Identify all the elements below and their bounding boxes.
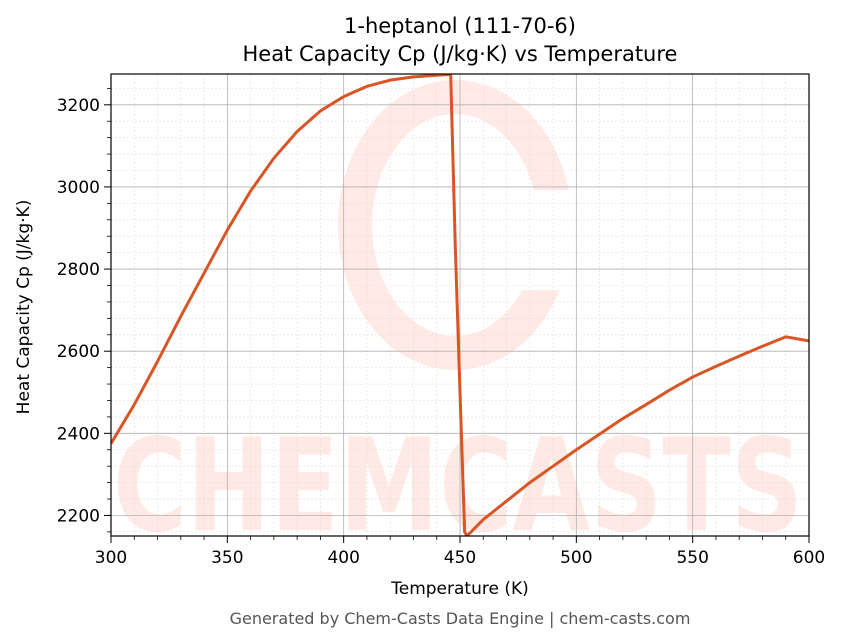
y-tick-label: 3000 bbox=[57, 178, 100, 198]
series-line-0 bbox=[111, 74, 809, 536]
x-tick-label: 500 bbox=[560, 548, 592, 568]
y-axis-ticks: 2200 2400 2600 2800 3000 3200 bbox=[57, 87, 111, 533]
x-tick-label: 400 bbox=[327, 548, 359, 568]
y-tick-label: 2400 bbox=[57, 424, 100, 444]
x-axis-ticks: 300 350 400 450 500 550 600 bbox=[95, 536, 825, 568]
series-layer bbox=[111, 74, 809, 536]
x-tick-label: 350 bbox=[211, 548, 243, 568]
footer-credit: Generated by Chem-Casts Data Engine | ch… bbox=[230, 609, 691, 628]
y-tick-label: 3200 bbox=[57, 96, 100, 116]
y-tick-label: 2800 bbox=[57, 260, 100, 280]
chart-title-line-2: Heat Capacity Cp (J/kg·K) vs Temperature bbox=[243, 42, 678, 66]
x-tick-label: 600 bbox=[793, 548, 825, 568]
y-tick-label: 2600 bbox=[57, 342, 100, 362]
x-tick-label: 300 bbox=[95, 548, 127, 568]
y-axis-label: Heat Capacity Cp (J/kg·K) bbox=[14, 200, 34, 415]
y-tick-label: 2200 bbox=[57, 506, 100, 526]
x-tick-label: 450 bbox=[444, 548, 476, 568]
watermark-text: CHEMCASTS bbox=[113, 412, 803, 561]
x-axis-label: Temperature (K) bbox=[390, 579, 529, 599]
x-tick-label: 550 bbox=[676, 548, 708, 568]
chart-title-line-1: 1-heptanol (111-70-6) bbox=[344, 14, 576, 38]
watermark-c-gap bbox=[510, 190, 590, 290]
